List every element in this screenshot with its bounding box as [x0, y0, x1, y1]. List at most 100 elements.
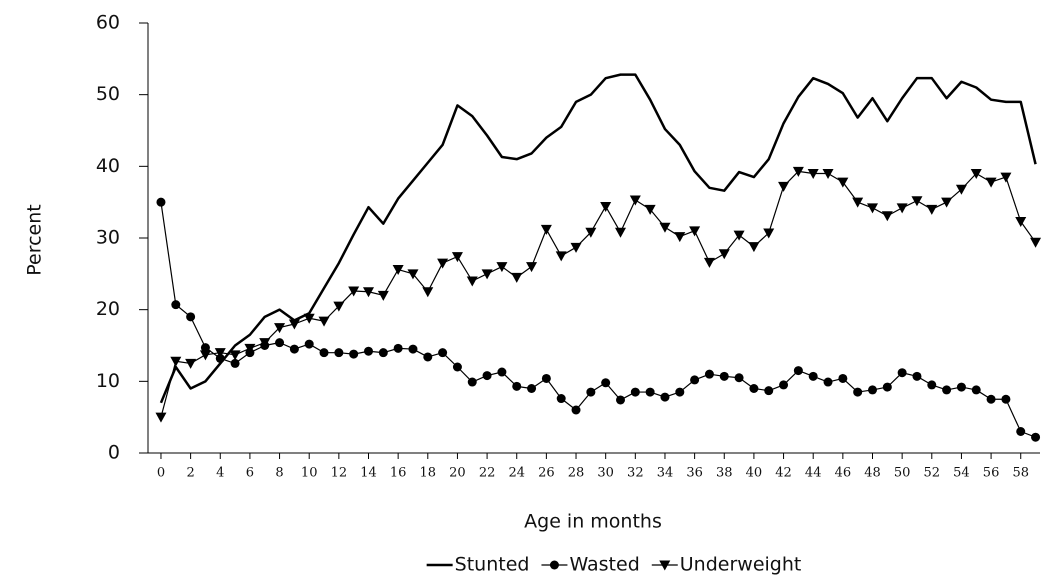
data-point	[186, 312, 196, 322]
data-point	[1000, 172, 1012, 183]
x-tick-label: 22	[479, 466, 496, 481]
data-point	[496, 262, 508, 273]
data-point	[540, 224, 552, 235]
y-tick-label: 30	[96, 227, 120, 249]
data-point	[955, 184, 967, 195]
x-tick-label: 6	[246, 466, 254, 481]
data-point	[259, 338, 271, 349]
data-point	[467, 377, 477, 387]
x-tick-label: 48	[864, 466, 881, 481]
data-point	[927, 380, 937, 390]
data-point	[556, 394, 566, 404]
data-point	[585, 227, 597, 238]
data-point	[586, 387, 596, 397]
data-point	[823, 377, 833, 387]
data-point	[363, 346, 373, 356]
data-point	[571, 405, 581, 415]
data-point	[555, 251, 567, 262]
data-point	[718, 249, 730, 260]
data-point	[942, 385, 952, 395]
data-point	[289, 344, 299, 354]
data-point	[244, 343, 256, 354]
data-point	[689, 226, 701, 237]
data-point	[792, 166, 804, 177]
data-point	[185, 358, 197, 369]
data-point	[630, 387, 640, 397]
data-point	[779, 380, 789, 390]
data-point	[659, 222, 671, 233]
data-point	[512, 381, 522, 391]
data-point	[422, 287, 434, 298]
data-point	[614, 227, 626, 238]
y-tick-label: 40	[96, 155, 120, 177]
data-point	[749, 384, 759, 393]
y-tick-label: 0	[108, 442, 120, 464]
data-point	[600, 201, 612, 212]
data-point	[970, 169, 982, 179]
x-tick-label: 14	[360, 466, 377, 481]
x-tick-label: 26	[538, 466, 555, 481]
data-point	[393, 343, 403, 353]
x-tick-label: 44	[805, 466, 822, 481]
data-point	[986, 394, 996, 404]
data-point	[793, 366, 803, 376]
data-point	[601, 378, 611, 388]
data-point	[541, 373, 551, 383]
data-point	[703, 257, 715, 268]
data-point	[690, 375, 700, 385]
x-tick-label: 10	[301, 466, 318, 481]
y-tick-label: 60	[96, 12, 120, 34]
data-point	[808, 371, 818, 381]
data-point	[1031, 432, 1041, 442]
data-point	[214, 348, 226, 359]
data-point	[333, 301, 345, 312]
data-point	[1001, 394, 1011, 404]
x-tick-label: 52	[924, 466, 941, 481]
data-point	[734, 373, 744, 383]
x-tick-label: 40	[746, 466, 763, 481]
x-tick-label: 20	[449, 466, 466, 481]
data-point	[1015, 217, 1027, 228]
data-point	[230, 358, 240, 368]
data-point	[288, 319, 300, 330]
data-point	[897, 368, 907, 378]
data-point	[274, 323, 286, 334]
data-point	[451, 252, 463, 263]
data-point	[156, 197, 166, 207]
data-point	[719, 371, 729, 381]
data-point	[822, 169, 834, 179]
x-tick-label: 12	[331, 466, 348, 481]
data-point	[867, 385, 877, 395]
data-point	[482, 371, 492, 381]
data-point	[1030, 237, 1042, 248]
data-point	[466, 276, 478, 287]
data-point	[452, 362, 462, 372]
data-point	[629, 195, 641, 206]
x-tick-label: 8	[275, 466, 283, 481]
legend-label: Underweight	[680, 554, 802, 576]
data-point	[526, 262, 538, 273]
data-point	[155, 412, 167, 423]
data-point	[511, 272, 523, 283]
data-point	[570, 242, 582, 253]
y-tick-label: 20	[96, 298, 120, 320]
x-tick-label: 32	[627, 466, 644, 481]
data-point	[645, 387, 655, 397]
y-tick-label: 50	[96, 83, 120, 105]
data-point	[334, 348, 344, 358]
data-point	[319, 348, 329, 358]
x-tick-label: 24	[508, 466, 525, 481]
data-point	[362, 287, 374, 298]
data-point	[392, 265, 404, 276]
data-point	[481, 269, 493, 280]
x-tick-label: 50	[894, 466, 911, 481]
data-point	[497, 367, 507, 377]
data-point	[763, 228, 775, 239]
data-point	[956, 382, 966, 392]
x-tick-label: 4	[216, 466, 224, 481]
data-point	[926, 204, 938, 215]
data-point	[853, 387, 863, 397]
x-tick-label: 28	[568, 466, 585, 481]
data-point	[318, 316, 330, 327]
